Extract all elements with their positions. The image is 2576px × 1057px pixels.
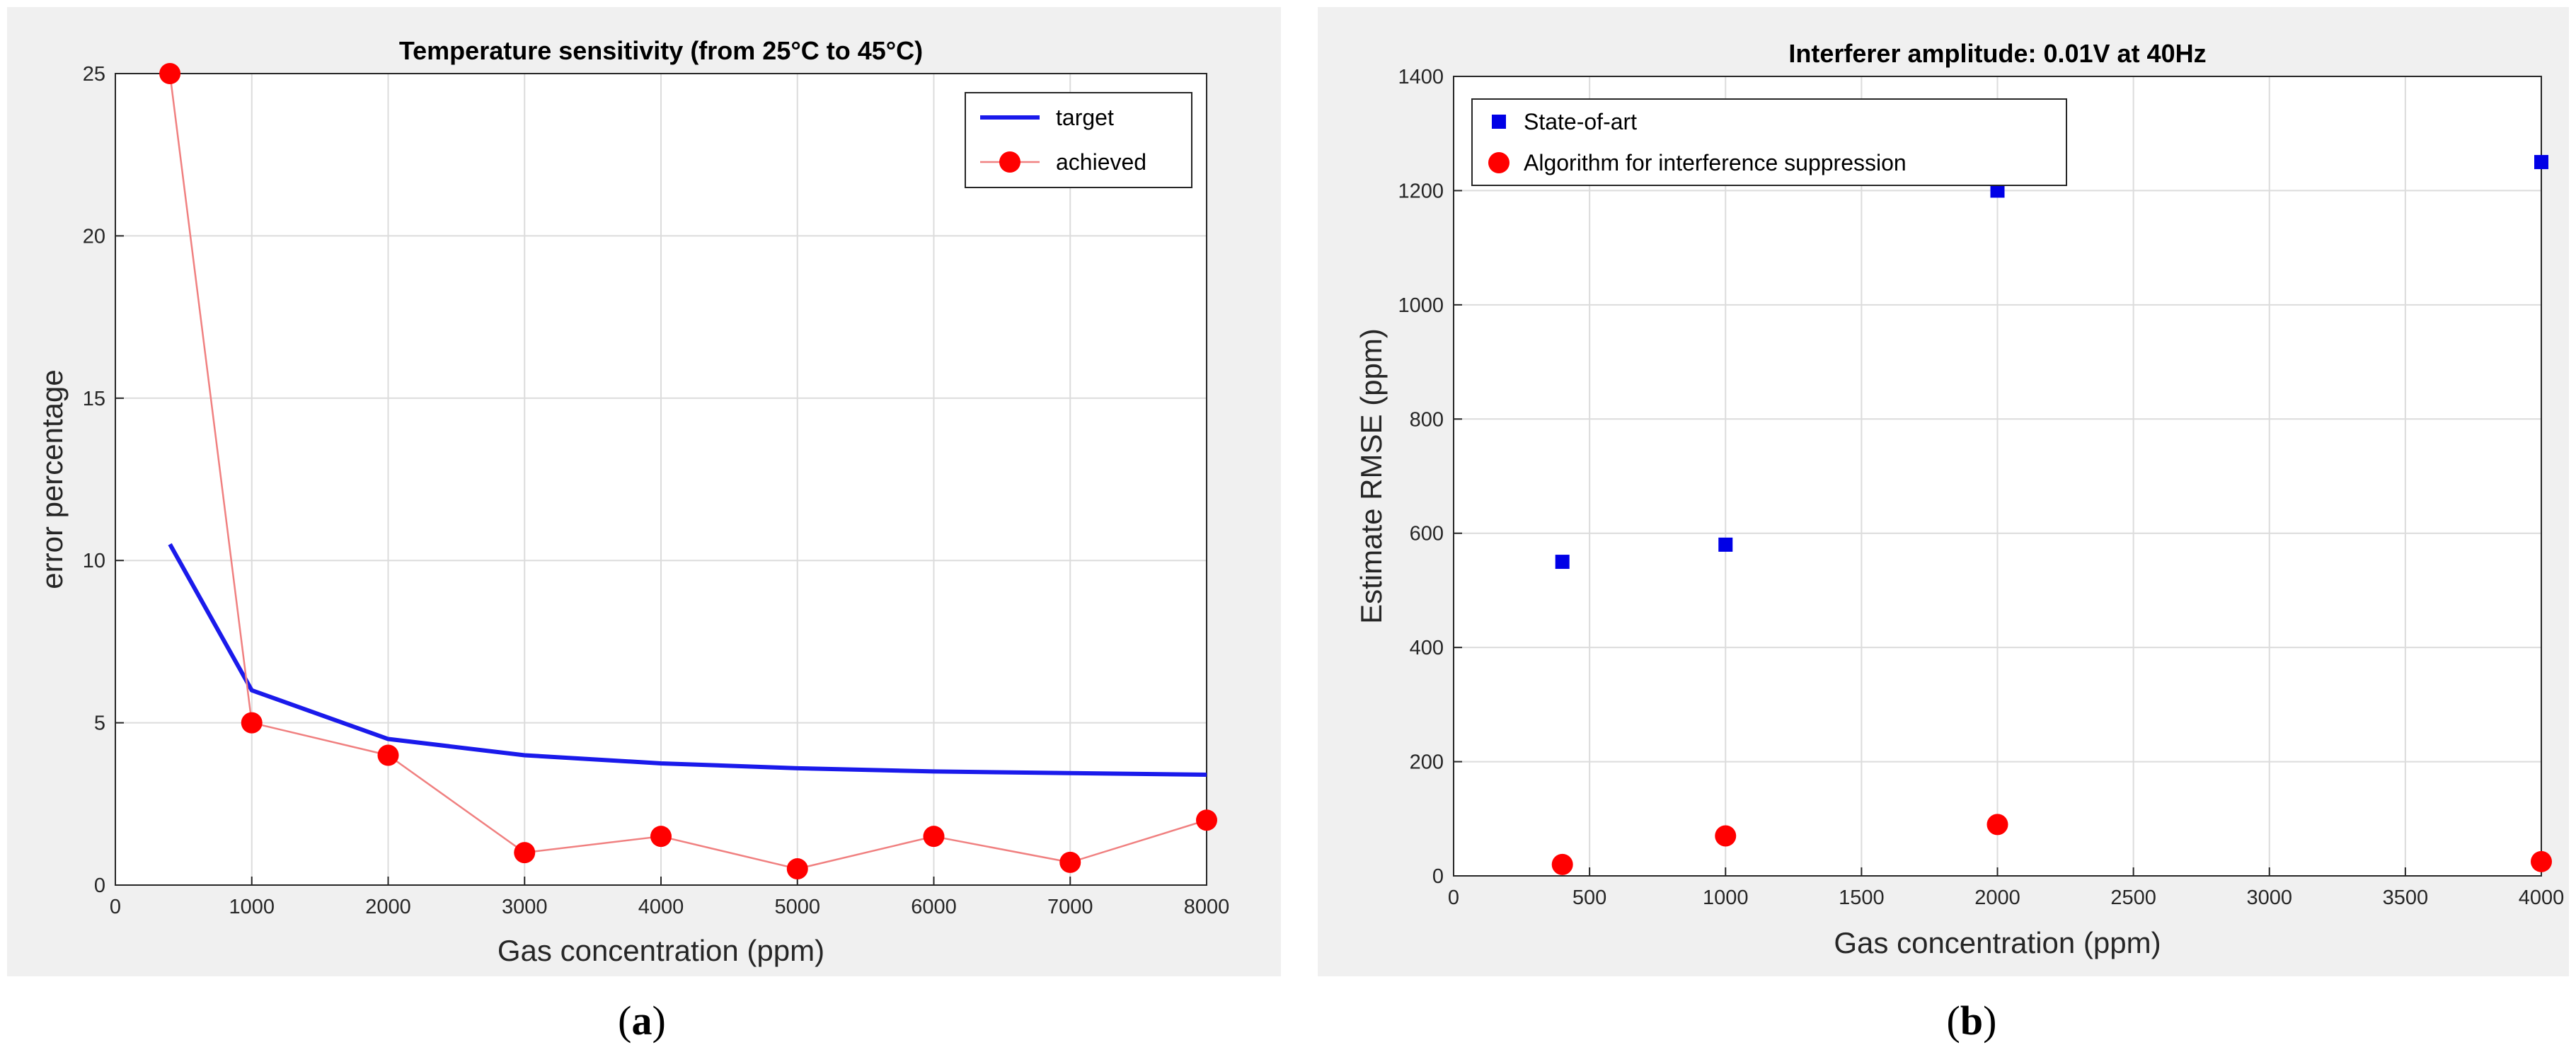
x-tick-label: 8000 (1184, 896, 1230, 918)
x-tick-label: 6000 (911, 896, 957, 918)
data-point-circle (2531, 850, 2552, 872)
caption-paren: ) (652, 998, 666, 1044)
data-point-circle (514, 842, 536, 864)
x-tick-label: 3000 (2246, 886, 2292, 909)
data-point-circle (241, 712, 263, 734)
x-tick-label: 0 (1448, 886, 1459, 909)
legend-b: State-of-art Algorithm for interference s… (1471, 98, 2067, 186)
y-tick-label: 0 (94, 874, 105, 897)
series-a-achieved (159, 63, 1217, 880)
y-tick-label: 25 (83, 63, 105, 86)
y-tick-label: 600 (1410, 523, 1444, 545)
legend-a: target achieved (965, 92, 1192, 188)
data-point-circle (1551, 853, 1573, 875)
legend-label: achieved (1056, 149, 1146, 175)
chart-title-b: Interferer amplitude: 0.01V at 40Hz (1788, 39, 2206, 68)
y-tick-label: 1000 (1398, 294, 1444, 317)
legend-label: State-of-art (1524, 109, 1637, 134)
x-tick-label: 0 (110, 896, 121, 918)
chart-title-a: Temperature sensitivity (from 25°C to 45… (399, 36, 923, 65)
plot-border-a (115, 73, 1207, 886)
plot-border-b (1453, 76, 2542, 877)
x-tick-label: 3500 (2383, 886, 2429, 909)
series-b-algorithm-for-interference-suppression (1551, 814, 2552, 875)
x-tick-label: 5000 (774, 896, 820, 918)
y-tick-label: 1400 (1398, 66, 1444, 88)
y-tick-label: 0 (1432, 865, 1444, 888)
y-axis-label-b: Estimate RMSE (ppm) (1355, 328, 1388, 624)
y-tick-label: 200 (1410, 751, 1444, 774)
series-a-target (168, 543, 1207, 778)
y-tick-label: 1200 (1398, 180, 1444, 202)
x-tick-label: 4000 (638, 896, 684, 918)
legend-box (965, 92, 1192, 188)
x-tick-label: 500 (1572, 886, 1606, 909)
caption-paren: ) (1983, 998, 1996, 1044)
x-axis-label-b: Gas concentration (ppm) (1834, 926, 2161, 959)
y-tick-label: 15 (83, 388, 105, 410)
data-point-square (1990, 183, 2005, 198)
data-point-circle (377, 744, 399, 766)
y-axis-label-a: error percentage (35, 369, 69, 589)
x-tick-label: 1000 (1703, 886, 1749, 909)
caption-paren: ( (1947, 998, 1960, 1044)
data-point-circle (1196, 809, 1217, 831)
x-tick-label: 3000 (502, 896, 548, 918)
data-point-square (2534, 155, 2548, 170)
caption-letter: b (1960, 998, 1983, 1044)
data-point-circle (786, 858, 808, 880)
caption-a: (a) (618, 998, 666, 1044)
legend-label: Algorithm for interference suppression (1524, 150, 1907, 175)
caption-b: (b) (1947, 998, 1997, 1044)
y-tick-label: 5 (94, 712, 105, 735)
data-point-square (1555, 555, 1570, 570)
x-tick-label: 1500 (1839, 886, 1885, 909)
chart-b: 0 500 1000 1500 2000 2500 3000 3500 4000 0 200 400 6… (1318, 7, 2569, 1044)
x-tick-label: 2000 (1974, 886, 2020, 909)
x-tick-label: 7000 (1047, 896, 1093, 918)
data-point-circle (1715, 825, 1737, 847)
legend-marker-circle (1488, 152, 1510, 173)
target-line (168, 543, 1207, 778)
x-tick-label: 4000 (2519, 886, 2565, 909)
data-point-circle (1059, 851, 1081, 873)
caption-letter: a (632, 998, 652, 1044)
x-axis-label-a: Gas concentration (ppm) (498, 934, 824, 967)
data-point-circle (159, 63, 181, 84)
x-tick-label: 2000 (365, 896, 411, 918)
legend-box (1471, 98, 2067, 186)
y-tick-label: 10 (83, 550, 105, 572)
legend-marker-sample (999, 151, 1020, 173)
x-tick-label: 1000 (229, 896, 275, 918)
data-point-circle (1986, 814, 2008, 836)
data-point-circle (923, 826, 945, 848)
series-b-state-of-art (1555, 155, 2548, 570)
y-tick-label: 800 (1410, 408, 1444, 431)
legend-label: target (1056, 105, 1114, 130)
data-point-circle (650, 826, 672, 848)
caption-paren: ( (618, 998, 631, 1044)
y-tick-label: 20 (83, 225, 105, 248)
data-point-square (1718, 537, 1733, 552)
y-tick-label: 400 (1410, 637, 1444, 659)
legend-marker-square (1492, 115, 1506, 129)
x-tick-label: 2500 (2110, 886, 2156, 909)
chart-a: 0 1000 2000 3000 4000 5000 6000 7000 8000 0 5 10 15 2… (7, 7, 1281, 1044)
